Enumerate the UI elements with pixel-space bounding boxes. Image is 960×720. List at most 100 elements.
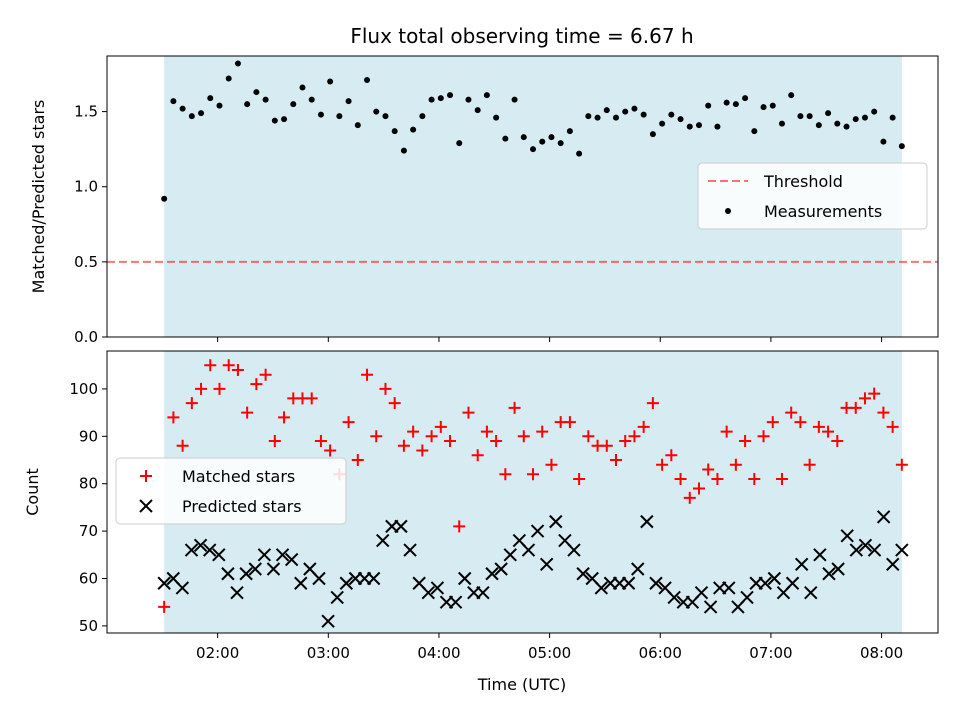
data-point <box>742 95 749 102</box>
data-point <box>176 439 189 452</box>
data-point <box>637 420 650 433</box>
data-point <box>822 425 835 438</box>
chart-title: Flux total observing time = 6.67 h <box>350 24 693 48</box>
data-point <box>812 420 825 433</box>
data-point <box>231 363 244 376</box>
legend-swatch <box>139 499 153 513</box>
data-point <box>342 416 355 429</box>
data-point <box>631 562 645 576</box>
data-point <box>582 430 595 443</box>
data-point <box>188 113 195 120</box>
data-point <box>239 567 253 581</box>
data-point <box>428 96 435 103</box>
data-point <box>527 468 540 481</box>
data-point <box>502 135 509 142</box>
data-point <box>485 567 499 581</box>
data-point <box>351 454 364 467</box>
data-point <box>714 123 721 130</box>
data-point <box>794 416 807 429</box>
data-point <box>751 128 758 135</box>
data-point <box>259 368 272 381</box>
data-point <box>720 425 733 438</box>
data-point <box>646 397 659 410</box>
data-point <box>825 110 832 117</box>
data-point <box>391 128 398 135</box>
y-tick-label: 1.0 <box>74 178 98 196</box>
data-point <box>521 543 536 557</box>
data-point <box>576 567 590 581</box>
data-point <box>659 120 666 127</box>
data-point <box>421 586 435 600</box>
data-point <box>858 392 871 405</box>
legend: Matched stars Predicted stars <box>115 457 347 525</box>
data-point <box>430 581 445 595</box>
data-point <box>444 435 457 448</box>
data-point <box>831 562 845 576</box>
legend-label: Threshold <box>763 172 843 191</box>
data-point <box>400 147 407 154</box>
data-point <box>157 576 171 590</box>
data-point <box>234 60 241 67</box>
data-point <box>722 581 736 595</box>
data-point <box>876 510 891 524</box>
data-point <box>336 113 343 120</box>
data-point <box>649 131 656 138</box>
data-point <box>600 439 613 452</box>
y-tick-label: 1.5 <box>74 103 98 121</box>
data-point <box>548 134 555 141</box>
data-point <box>284 552 299 567</box>
data-point <box>668 111 675 118</box>
data-point <box>434 420 447 433</box>
data-point <box>861 114 868 121</box>
data-point <box>241 406 254 419</box>
data-point <box>361 368 374 381</box>
data-point <box>299 84 306 91</box>
data-point <box>886 420 899 433</box>
legend-label: Measurements <box>764 202 882 221</box>
data-point <box>788 92 795 99</box>
data-point <box>250 378 263 391</box>
data-point <box>656 458 669 471</box>
data-point <box>729 458 742 471</box>
x-tick-label: 07:00 <box>749 644 792 662</box>
data-point <box>573 472 586 485</box>
data-point <box>686 123 693 130</box>
data-point <box>895 458 908 471</box>
data-point <box>373 108 380 115</box>
x-tick-label: 04:00 <box>417 644 460 662</box>
data-point <box>213 382 226 395</box>
data-point <box>683 491 696 504</box>
data-point <box>364 77 371 84</box>
data-point <box>179 105 186 112</box>
data-point <box>290 101 297 108</box>
data-point <box>849 401 862 414</box>
data-point <box>667 590 681 605</box>
data-point <box>665 449 678 462</box>
data-point <box>448 595 463 609</box>
data-point <box>545 458 558 471</box>
data-point <box>898 143 905 150</box>
data-point <box>760 104 767 111</box>
y-tick-label: 50 <box>79 617 98 635</box>
data-point <box>257 548 272 562</box>
data-point <box>886 557 900 571</box>
data-point <box>867 543 882 557</box>
data-point <box>649 576 663 590</box>
data-point <box>621 576 636 590</box>
y-tick-label: 100 <box>69 380 98 398</box>
data-point <box>619 435 632 448</box>
data-point <box>308 96 315 103</box>
x-tick-label: 05:00 <box>528 644 571 662</box>
data-point <box>622 108 629 115</box>
data-point <box>225 75 232 82</box>
data-point <box>889 114 896 121</box>
data-point <box>517 430 530 443</box>
legend-label: Predicted stars <box>182 497 302 516</box>
data-point <box>539 138 546 145</box>
data-point <box>785 406 798 419</box>
x-tick-label: 08:00 <box>860 644 903 662</box>
data-point <box>677 116 684 123</box>
data-point <box>253 89 260 96</box>
data-point <box>321 614 335 628</box>
